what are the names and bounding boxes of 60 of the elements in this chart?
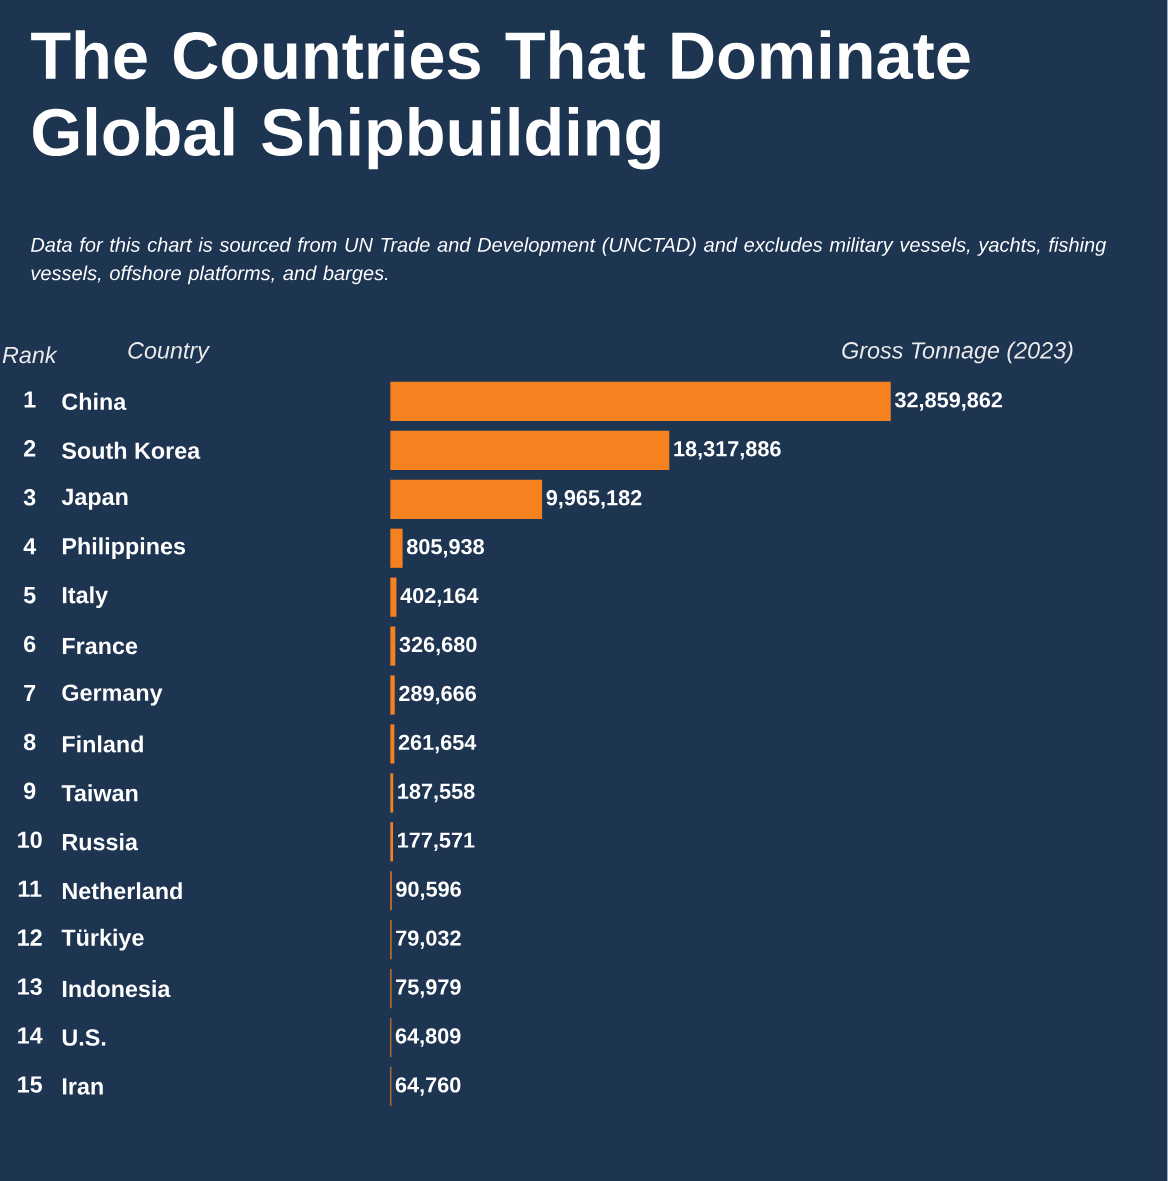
y-tick-label: Philippines (63, 537, 186, 560)
text: Gross Tonnage (2023) (842, 341, 1073, 364)
text: 10 (18, 831, 42, 849)
y-tick-label: Türkiye (61, 928, 144, 951)
bar (390, 626, 396, 666)
text: 5 (24, 587, 36, 604)
chart-title: The Countries That Dominate Global Shipbuilding (31, 30, 970, 170)
data-label: 261,654 (398, 734, 477, 754)
y-tick-label: Taiwan (61, 784, 138, 802)
y-tick-label: France (63, 637, 138, 655)
data-label: 18,317,886 (674, 441, 781, 460)
data-label: 75,979 (396, 979, 461, 998)
text: 9 (24, 782, 36, 800)
text: Rank (2, 346, 58, 364)
bar (390, 430, 670, 470)
data-label: 289,666 (399, 685, 477, 705)
y-tick-label: Iran (63, 1078, 103, 1095)
data-label: 32,859,862 (895, 392, 1003, 411)
y-tick-label: Italy (63, 586, 109, 609)
data-label: 177,571 (398, 832, 475, 851)
y-tick-label: Russia (63, 833, 139, 851)
text: 6 (24, 635, 36, 653)
y-tick-label: Germany (62, 684, 163, 706)
data-label: 79,032 (396, 930, 461, 949)
y-tick-label: Finland (63, 735, 144, 753)
text: 12 (18, 929, 42, 946)
y-tick-label: South Korea (62, 441, 201, 459)
text: 13 (18, 978, 42, 995)
text: 14 (18, 1027, 43, 1044)
data-label: 402,164 (400, 587, 479, 607)
text: 3 (23, 488, 36, 506)
y-tick-label: Indonesia (63, 980, 171, 998)
text: 15 (18, 1076, 43, 1093)
text: 2 (24, 440, 36, 457)
data-label: 90,596 (396, 881, 462, 900)
data-label: 9,965,182 (546, 490, 642, 509)
bar (390, 479, 543, 519)
text: 8 (24, 733, 36, 751)
data-label: 64,809 (395, 1028, 461, 1047)
data-label: 187,558 (398, 783, 475, 803)
bar (390, 773, 394, 813)
text: 11 (18, 880, 42, 897)
bar (390, 381, 891, 422)
bar (390, 577, 397, 617)
bar (390, 528, 403, 568)
bar (390, 822, 394, 862)
y-tick-label: Netherland (63, 882, 182, 900)
data-label: 64,760 (395, 1077, 461, 1096)
y-axis-title: Country (128, 342, 211, 364)
y-tick-label: U.S. (62, 1029, 106, 1046)
y-tick-label: China (62, 392, 127, 411)
text: 1 (24, 391, 36, 408)
bar (390, 675, 395, 715)
text: 4 (23, 538, 37, 555)
data-label: 805,938 (407, 538, 485, 558)
chart-subtitle: Data for this chart is sourced from UN Trade and Development (UNCTAD) and excludes military vessels, yachts, fishing vessels, offshore platforms, and barges. (31, 237, 1107, 285)
text: 7 (24, 684, 36, 702)
y-tick-label: Japan (61, 488, 128, 510)
data-label: 326,680 (399, 636, 477, 656)
bar (390, 724, 395, 764)
